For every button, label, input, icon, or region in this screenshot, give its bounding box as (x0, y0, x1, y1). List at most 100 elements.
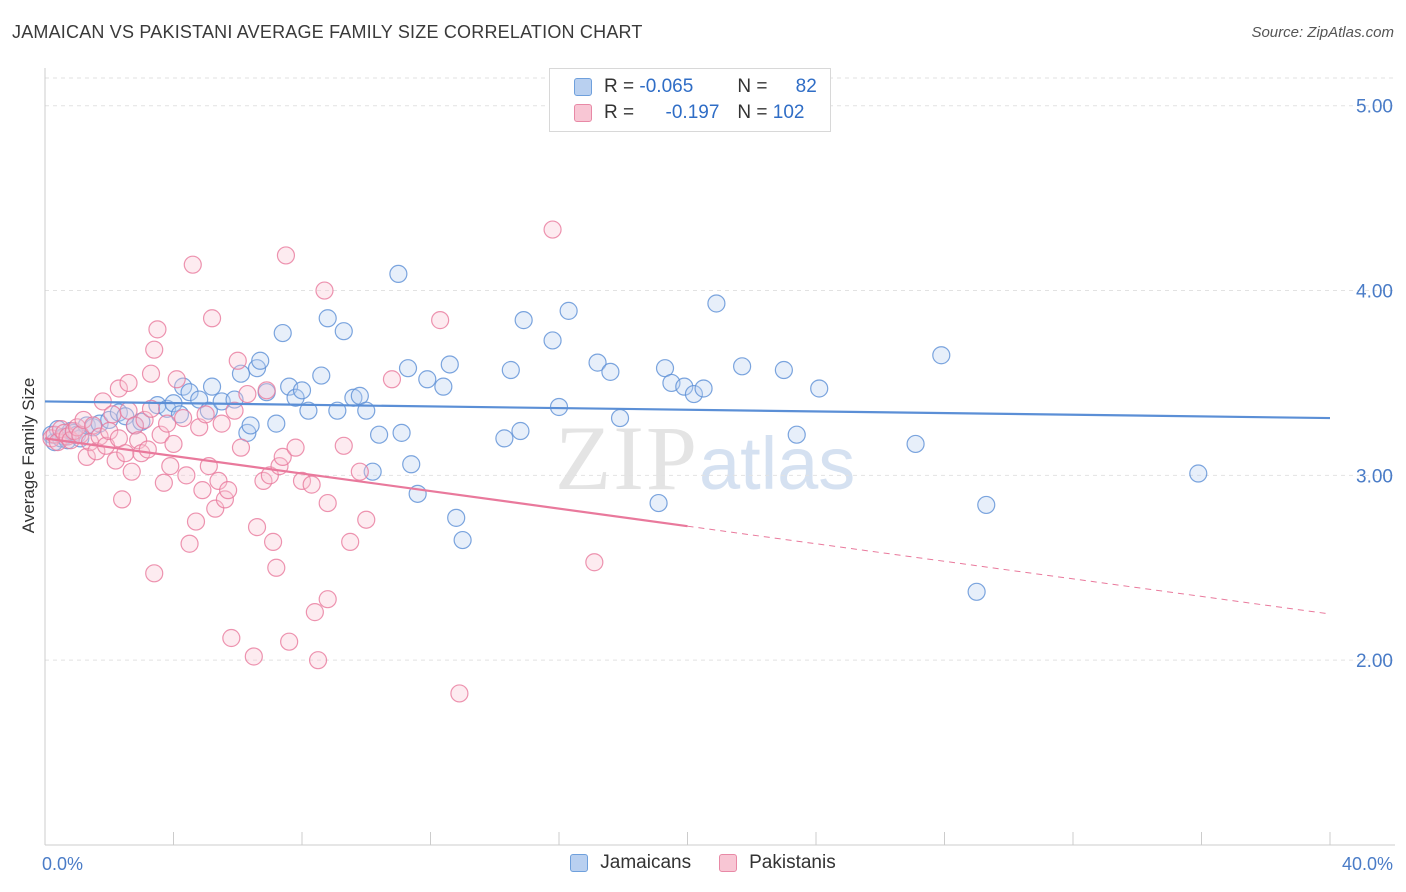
legend-r-label: R = (604, 102, 635, 123)
point-pakistanis (202, 309, 222, 328)
point-jamaicans (559, 301, 578, 320)
point-pakistanis (103, 405, 122, 424)
point-pakistanis (161, 457, 180, 476)
point-jamaicans (453, 530, 472, 550)
point-pakistanis (167, 370, 186, 389)
point-pakistanis (357, 510, 376, 529)
point-pakistanis (225, 401, 244, 420)
point-jamaicans (334, 322, 353, 341)
point-jamaicans (363, 462, 382, 481)
point-jamaicans (694, 379, 713, 398)
point-jamaicans (610, 408, 630, 428)
point-pakistanis (212, 414, 231, 433)
legend-row-pakistanis: R = -0.197 N = 102 (574, 101, 804, 125)
y-tick-label: 5.00 (1356, 97, 1393, 118)
point-pakistanis (157, 414, 177, 433)
point-pakistanis (77, 447, 96, 466)
point-jamaicans (514, 311, 533, 330)
point-jamaicans (292, 381, 312, 400)
point-jamaicans (273, 323, 292, 343)
series-swatch-pakistanis (719, 854, 738, 872)
point-jamaicans (241, 416, 260, 435)
point-jamaicans (370, 425, 389, 444)
y-tick-label: 4.00 (1356, 282, 1393, 303)
point-pakistanis (334, 436, 353, 455)
point-jamaicans (501, 360, 520, 380)
point-pakistanis (177, 466, 196, 485)
legend-n-label: N = (737, 102, 768, 123)
point-pakistanis (145, 564, 164, 583)
point-pakistanis (315, 281, 334, 300)
point-jamaicans (810, 379, 829, 398)
point-pakistanis (119, 373, 138, 393)
x-tick-label: 40.0% (1342, 854, 1393, 874)
point-pakistanis (231, 438, 251, 457)
series-legend-pakistanis[interactable]: Pakistanis (719, 852, 836, 874)
legend-swatch-pakistanis (574, 104, 592, 122)
point-pakistanis (318, 590, 337, 609)
point-jamaicans (543, 331, 562, 350)
point-jamaicans (787, 425, 806, 444)
point-pakistanis (141, 399, 161, 418)
series-legend-jamaicans[interactable]: Jamaicans (570, 852, 691, 874)
point-jamaicans (398, 359, 418, 378)
point-pakistanis (141, 364, 161, 383)
y-tick-label: 3.00 (1356, 466, 1393, 487)
correlation-legend: R = -0.065 N = 82 R = -0.197 N = 102 (549, 68, 831, 132)
point-pakistanis (308, 651, 328, 670)
point-pakistanis (174, 408, 193, 428)
point-jamaicans (733, 357, 752, 376)
point-jamaicans (392, 423, 411, 442)
point-pakistanis (151, 425, 170, 444)
point-pakistanis (305, 603, 324, 622)
point-pakistanis (222, 628, 241, 648)
point-pakistanis (180, 534, 199, 553)
point-pakistanis (257, 381, 276, 400)
legend-r-value: -0.065 (639, 76, 694, 97)
y-tick-label: 2.00 (1356, 651, 1393, 672)
point-jamaicans (328, 401, 347, 420)
point-jamaicans (202, 377, 222, 396)
legend-r-value: -0.197 (665, 102, 720, 123)
point-jamaicans (774, 360, 793, 380)
point-pakistanis (382, 370, 402, 389)
point-pakistanis (116, 444, 135, 463)
point-pakistanis (431, 311, 450, 330)
point-pakistanis (302, 475, 321, 494)
point-pakistanis (585, 553, 604, 572)
chart-title: JAMAICAN VS PAKISTANI AVERAGE FAMILY SIZ… (12, 22, 643, 42)
point-jamaicans (977, 495, 996, 515)
point-jamaicans (402, 455, 421, 474)
point-jamaicans (389, 264, 408, 284)
series-legend: Jamaicans Pakistanis (0, 852, 1406, 874)
point-pakistanis (260, 466, 279, 485)
series-label-pakistanis: Pakistanis (749, 852, 836, 873)
point-pakistanis (286, 438, 305, 457)
trend-line-jamaicans (44, 400, 1331, 420)
source-label: Source: ZipAtlas.com (1251, 24, 1394, 41)
point-pakistanis (219, 481, 238, 500)
point-jamaicans (649, 493, 668, 513)
point-pakistanis (276, 246, 296, 265)
point-jamaicans (418, 370, 437, 389)
point-jamaicans (707, 294, 726, 313)
point-pakistanis (84, 416, 103, 435)
point-pakistanis (122, 462, 141, 481)
legend-n-label: N = (737, 76, 768, 97)
point-jamaicans (906, 434, 925, 454)
point-pakistanis (228, 351, 247, 370)
x-tick-label: 0.0% (42, 854, 83, 874)
point-jamaicans (1189, 464, 1208, 483)
point-pakistanis (148, 320, 167, 339)
point-jamaicans (675, 377, 694, 396)
point-pakistanis (267, 558, 286, 577)
point-jamaicans (299, 401, 318, 420)
trend-line-pakistanis-dashed (687, 525, 1331, 615)
point-jamaicans (440, 355, 459, 374)
point-pakistanis (125, 416, 145, 435)
legend-swatch-jamaicans (574, 78, 592, 96)
legend-n-value: 82 (795, 76, 817, 97)
point-pakistanis (244, 647, 263, 666)
point-pakistanis (138, 440, 157, 459)
